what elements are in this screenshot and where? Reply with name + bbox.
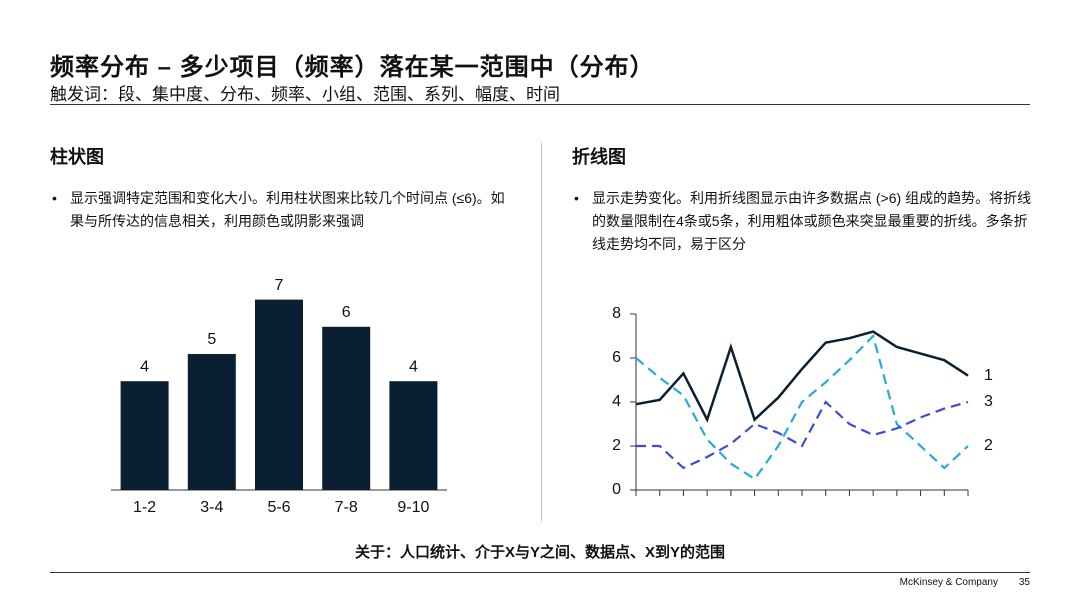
bar bbox=[322, 326, 371, 490]
data-label: 4 bbox=[140, 358, 149, 375]
x-tick-label: 9-10 bbox=[397, 499, 429, 516]
x-tick-label: 1-2 bbox=[133, 499, 156, 516]
data-label: 4 bbox=[409, 358, 418, 375]
data-label: 6 bbox=[342, 304, 351, 321]
data-label: 7 bbox=[275, 277, 284, 294]
y-tick-label: 6 bbox=[612, 349, 621, 366]
series-label: 3 bbox=[984, 393, 993, 410]
page-number: 35 bbox=[1018, 577, 1030, 588]
y-tick-label: 0 bbox=[612, 481, 621, 498]
title: 频率分布 – 多少项目（频率）落在某一范围中（分布） bbox=[50, 54, 655, 81]
brand: McKinsey & Company bbox=[899, 577, 998, 588]
x-tick-label: 3-4 bbox=[200, 499, 223, 516]
rule bbox=[50, 572, 1030, 573]
line-series bbox=[636, 400, 969, 470]
series-label: 1 bbox=[984, 367, 993, 384]
line-series bbox=[635, 333, 969, 481]
bar bbox=[389, 381, 438, 490]
subtitle: 触发词：段、集中度、分布、频率、小组、范围、系列、幅度、时间 bbox=[50, 85, 560, 104]
divider bbox=[541, 143, 542, 521]
bullet: 显示走势变化。利用折线图显示由许多数据点 (>6) 组成的趋势。将折线的数量限制… bbox=[572, 187, 1032, 256]
bullet: 显示强调特定范围和变化大小。利用柱状图来比较几个时间点 (≤6)。如果与所传达的… bbox=[50, 187, 510, 233]
data-label: 5 bbox=[207, 331, 216, 348]
section-heading: 柱状图 bbox=[50, 147, 104, 167]
y-tick-label: 8 bbox=[612, 305, 621, 322]
footer-note: 关于：人口统计、介于X与Y之间、数据点、X到Y的范围 bbox=[354, 544, 726, 561]
line-series bbox=[635, 330, 969, 423]
x-tick-label: 7-8 bbox=[335, 499, 358, 516]
y-tick-label: 4 bbox=[612, 393, 621, 410]
bar bbox=[255, 299, 303, 490]
bar bbox=[120, 381, 169, 490]
series-label: 2 bbox=[984, 437, 993, 454]
rule bbox=[50, 104, 1030, 105]
y-tick-label: 2 bbox=[612, 437, 621, 454]
x-tick-label: 5-6 bbox=[267, 499, 290, 516]
section-heading: 折线图 bbox=[572, 147, 626, 167]
bar bbox=[187, 354, 236, 490]
